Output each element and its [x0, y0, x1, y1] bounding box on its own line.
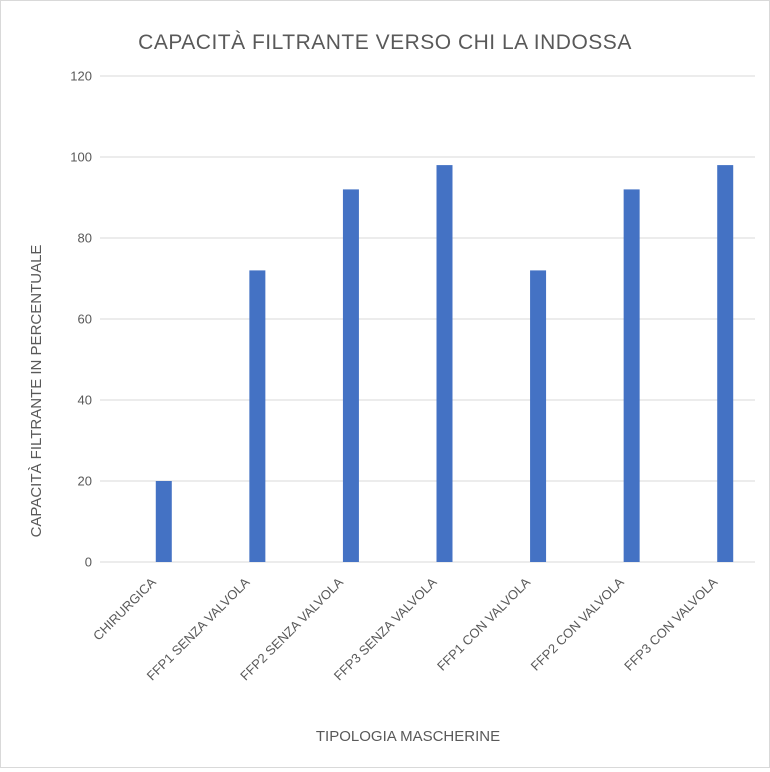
gridlines	[100, 75, 755, 563]
y-tick-label: 60	[78, 312, 92, 327]
bar	[249, 270, 266, 562]
x-tick-label: FFP2 CON VALVOLA	[528, 574, 627, 673]
bar	[342, 189, 359, 562]
y-tick-label: 20	[78, 474, 92, 489]
bar	[623, 189, 640, 562]
x-tick-label: FFP3 SENZA VALVOLA	[331, 574, 440, 683]
y-axis-title: CAPACITÀ FILTRANTE IN PERCENTUALE	[28, 245, 45, 538]
y-tick-label: 0	[85, 555, 92, 570]
x-axis-title: TIPOLOGIA MASCHERINE	[316, 728, 500, 745]
bar	[155, 481, 172, 562]
y-axis-ticks: 0 20 40 60 80 100 120	[70, 69, 92, 570]
y-tick-label: 120	[70, 69, 92, 84]
y-tick-label: 100	[70, 150, 92, 165]
bar	[436, 165, 453, 562]
bars	[155, 165, 734, 562]
x-tick-label: CHIRURGICA	[90, 574, 159, 643]
bar	[717, 165, 734, 562]
y-tick-label: 40	[78, 393, 92, 408]
y-tick-label: 80	[78, 231, 92, 246]
bar	[530, 270, 547, 562]
x-tick-label: FFP2 SENZA VALVOLA	[237, 574, 346, 683]
x-tick-label: FFP1 SENZA VALVOLA	[144, 574, 253, 683]
x-tick-label: FFP1 CON VALVOLA	[434, 574, 533, 673]
x-tick-label: FFP3 CON VALVOLA	[621, 574, 720, 673]
chart-title: CAPACITÀ FILTRANTE VERSO CHI LA INDOSSA	[138, 31, 632, 54]
